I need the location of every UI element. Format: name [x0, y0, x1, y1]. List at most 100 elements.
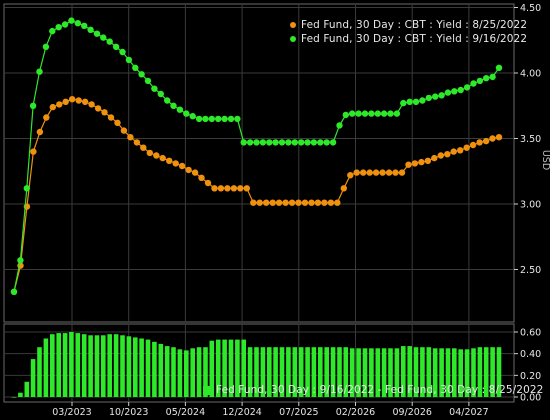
series-1-point	[269, 199, 276, 206]
series-1-point	[379, 169, 386, 176]
spread-bar	[24, 381, 30, 397]
spread-bar	[88, 335, 93, 398]
series-2-point	[259, 139, 267, 146]
series-2-point	[144, 77, 152, 85]
series-1-point	[250, 199, 257, 206]
bottom-legend: Fed Fund, 30 Day : 9/16/2022 - Fed Fund,…	[203, 383, 543, 397]
series-1-point	[314, 199, 322, 206]
series-2-point	[470, 80, 477, 87]
series-1-point	[385, 169, 393, 176]
series-2-point	[125, 56, 133, 64]
series-1-point	[62, 98, 69, 106]
series-2-point	[336, 122, 343, 129]
series-2-point	[106, 38, 113, 45]
series-2-point	[400, 99, 407, 107]
spread-bar	[483, 347, 489, 397]
series-1-point	[243, 185, 250, 192]
series-2-point	[112, 43, 120, 50]
series-2-point	[157, 90, 164, 98]
spread-bar	[113, 334, 119, 397]
spread-bar	[56, 333, 61, 397]
spread-bar	[407, 346, 412, 397]
spread-bar	[279, 347, 285, 397]
series-1-point	[75, 97, 82, 104]
spread-bar	[330, 347, 336, 397]
series-1-point	[263, 199, 270, 206]
legend-marker-icon	[203, 385, 212, 395]
series-1-point	[424, 157, 432, 164]
series-1-point	[275, 199, 283, 206]
spread-bar	[50, 334, 55, 397]
xtick-label: 05/2024	[166, 407, 205, 418]
series-2-point	[183, 110, 190, 117]
spread-bar	[101, 335, 106, 398]
spread-bar	[381, 348, 387, 398]
series-1-point	[321, 199, 328, 206]
series-1-point	[172, 160, 179, 167]
series-1-point	[334, 199, 341, 206]
spread-bar	[388, 348, 393, 398]
spread-bar	[273, 347, 278, 397]
series-2-point	[10, 288, 18, 295]
series-2-point	[476, 77, 484, 85]
series-1-point	[372, 169, 380, 176]
series-1-point	[101, 109, 108, 116]
spread-bar	[69, 332, 74, 397]
xtick-label: 04/2027	[449, 407, 488, 418]
spread-bar	[145, 339, 151, 397]
series-2-point	[387, 110, 394, 117]
spread-bar	[452, 348, 457, 398]
spread-bar	[496, 347, 502, 397]
series-2-point	[406, 98, 413, 106]
series-1-point	[392, 169, 399, 176]
series-2-point	[272, 139, 279, 146]
series-1-point	[146, 149, 153, 157]
series-2-point	[234, 115, 241, 123]
series-2-point	[208, 115, 215, 123]
series-2-point	[215, 115, 222, 123]
series-2-point	[425, 94, 432, 102]
spread-bar	[362, 348, 368, 398]
series-2-point	[151, 85, 158, 92]
series-2-point	[227, 115, 235, 123]
spread-bar	[75, 333, 81, 397]
spread-bar	[196, 347, 202, 397]
spread-bar	[152, 341, 157, 398]
series-2-point	[74, 20, 82, 27]
series-2-point	[463, 84, 471, 91]
spread-bar	[228, 339, 234, 397]
spread-bar	[164, 346, 170, 397]
series-2-point	[349, 110, 356, 117]
spread-bar	[94, 335, 100, 398]
series-1-point	[120, 127, 128, 134]
xtick-label: 12/2024	[222, 407, 261, 418]
series-2-point	[355, 110, 362, 117]
spread-bar	[413, 347, 419, 397]
series-1-point	[476, 139, 483, 146]
series-2-point	[132, 64, 139, 72]
top-y-axis-label: USD	[540, 150, 550, 170]
series-2-point	[87, 26, 94, 33]
top-ytick-label: 4.50	[520, 3, 541, 14]
series-2-point	[17, 257, 24, 264]
series-2-point	[489, 73, 496, 81]
series-1-point	[301, 199, 309, 206]
series-2-point	[438, 92, 445, 99]
series-2-point	[195, 115, 203, 123]
series-2-point	[285, 139, 292, 146]
spread-bar	[292, 347, 298, 397]
series-1-point	[127, 134, 134, 141]
legend-item-spread: Fed Fund, 30 Day : 9/16/2022 - Fed Fund,…	[203, 383, 543, 397]
series-1-point	[191, 169, 199, 176]
series-2-point	[29, 102, 37, 110]
series-2-point	[419, 97, 426, 104]
series-1-point	[166, 157, 173, 164]
series-1-point	[411, 160, 419, 167]
series-1-point	[437, 152, 444, 159]
spread-bar	[203, 347, 208, 397]
series-2-point	[221, 115, 228, 123]
spread-bar	[241, 339, 246, 397]
spread-bar	[120, 335, 125, 398]
spread-bar	[471, 348, 476, 398]
spread-bar	[432, 348, 438, 398]
